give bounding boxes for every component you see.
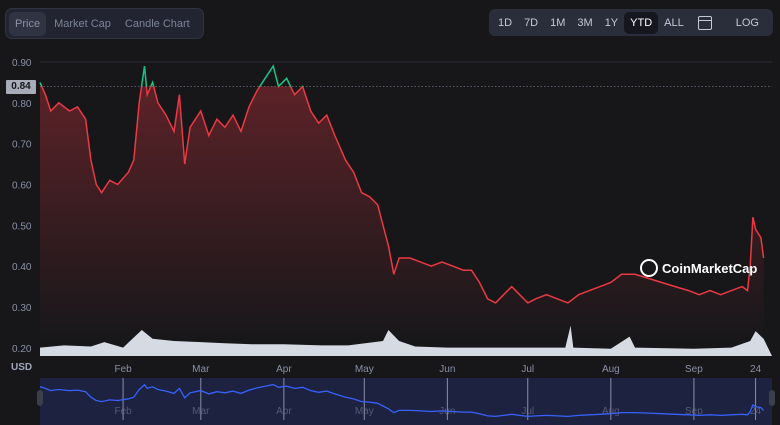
y-tick-label: 0.90 [12, 58, 32, 69]
navigator-tick-label: 24 [750, 406, 762, 417]
x-tick-label: Mar [192, 364, 210, 375]
navigator-left-handle[interactable] [37, 390, 43, 406]
range-3m[interactable]: 3M [577, 16, 593, 29]
navigator-tick-label: Sep [685, 406, 703, 417]
coinmarketcap-logo-icon [640, 259, 658, 277]
x-tick-label: Aug [602, 364, 620, 375]
tab-price[interactable]: Price [9, 11, 47, 36]
x-tick-label: Apr [276, 364, 292, 375]
navigator-tick-label: Jul [521, 406, 534, 417]
price-line-down [40, 86, 765, 304]
price-area-fill [40, 86, 764, 340]
navigator-tick-label: May [355, 406, 374, 417]
navigator-selection [40, 378, 772, 425]
navigator-tick-label: Apr [276, 406, 292, 417]
price-line-up [39, 64, 304, 87]
chart-type-tabs: Price Market Cap Candle Chart [5, 8, 204, 39]
watermark-text: CoinMarketCap [662, 260, 758, 276]
volume-area [40, 325, 772, 356]
x-tick-label: 24 [750, 364, 762, 375]
x-tick-label: Feb [114, 364, 132, 375]
tab-candle-chart[interactable]: Candle Chart [124, 17, 190, 30]
x-tick-label: May [355, 364, 374, 375]
tab-market-cap[interactable]: Market Cap [54, 17, 111, 30]
navigator-line [39, 383, 765, 418]
navigator-right-handle[interactable] [769, 390, 775, 406]
range-1m[interactable]: 1M [550, 16, 566, 29]
navigator-tick-label: Feb [114, 406, 132, 417]
range-1y[interactable]: 1Y [604, 16, 619, 29]
y-tick-label: 0.60 [12, 180, 32, 191]
calendar-icon[interactable] [697, 15, 712, 30]
x-tick-label: Sep [685, 364, 703, 375]
y-tick-label: 0.20 [12, 344, 32, 355]
range-all[interactable]: ALL [664, 16, 684, 29]
navigator-tick-label: Aug [602, 406, 620, 417]
time-range-selector: 1D 7D 1M 3M 1Y YTD ALL LOG [489, 9, 773, 36]
watermark: CoinMarketCap [640, 259, 757, 277]
y-tick-label: 0.30 [12, 303, 32, 314]
range-ytd[interactable]: YTD [624, 11, 659, 34]
y-tick-label: 0.40 [12, 262, 32, 273]
y-tick-label: 0.70 [12, 140, 32, 151]
x-tick-label: Jul [521, 364, 534, 375]
current-price-label: 0.84 [6, 80, 36, 94]
navigator-tick-label: Mar [192, 406, 210, 417]
currency-label: USD [11, 362, 33, 373]
y-tick-label: 0.80 [12, 99, 32, 110]
range-1d[interactable]: 1D [498, 16, 513, 29]
log-scale-button[interactable]: LOG [735, 16, 759, 29]
range-7d[interactable]: 7D [524, 16, 539, 29]
y-tick-label: 0.50 [12, 221, 32, 232]
x-tick-label: Jun [439, 364, 455, 375]
